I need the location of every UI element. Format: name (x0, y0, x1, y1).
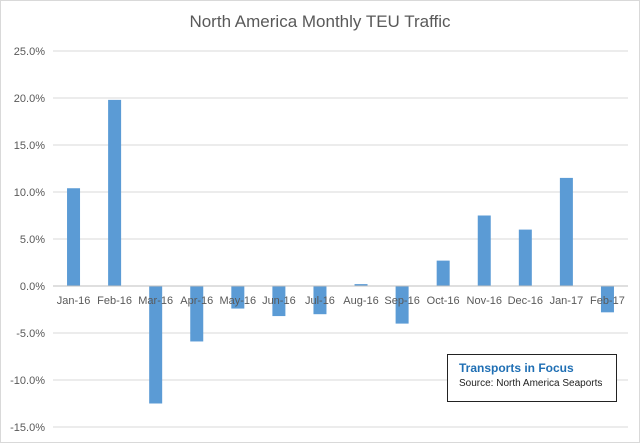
y-tick-label: 15.0% (14, 140, 45, 152)
y-tick-label: 10.0% (14, 187, 45, 199)
annotation-title: Transports in Focus (459, 361, 574, 375)
x-tick-label: Jul-16 (305, 295, 335, 307)
source-annotation-box: Transports in Focus Source: North Americ… (447, 354, 617, 402)
annotation-source: Source: North America Seaports (459, 378, 603, 389)
bar-feb-17 (600, 286, 614, 313)
bar-feb-16 (108, 99, 122, 286)
x-tick-label: Oct-16 (427, 295, 460, 307)
x-tick-label: Apr-16 (180, 295, 213, 307)
y-axis-ticks: 25.0% 20.0% 15.0% 10.0% 5.0% 0.0% -5.0% -10.0% -… (10, 46, 45, 434)
bar-series (67, 99, 614, 404)
x-tick-label: Feb-17 (590, 295, 625, 307)
y-tick-label: 20.0% (14, 93, 45, 105)
y-tick-label: -10.0% (10, 375, 45, 387)
bar-oct-16 (436, 260, 450, 286)
bar-may-16 (231, 286, 245, 309)
x-tick-label: Mar-16 (138, 295, 173, 307)
bar-mar-16 (149, 286, 163, 404)
x-tick-label: Aug-16 (343, 295, 378, 307)
bar-dec-16 (518, 229, 532, 286)
y-tick-label: -5.0% (16, 328, 45, 340)
chart-title: North America Monthly TEU Traffic (189, 12, 451, 31)
y-tick-label: 5.0% (20, 234, 45, 246)
y-tick-label: -15.0% (10, 422, 45, 434)
bar-jul-16 (313, 286, 327, 315)
x-tick-label: Jun-16 (262, 295, 296, 307)
x-tick-label: Jan-16 (57, 295, 91, 307)
x-tick-label: Sep-16 (384, 295, 419, 307)
bar-sep-16 (395, 286, 409, 324)
bar-jan-17 (559, 177, 573, 286)
x-tick-label: Nov-16 (467, 295, 502, 307)
x-tick-label: Dec-16 (508, 295, 543, 307)
bar-apr-16 (190, 286, 204, 342)
x-axis-ticks: Jan-16 Feb-16 Mar-16 Apr-16 May-16 Jun-16 Jul-… (57, 295, 625, 307)
bar-aug-16 (354, 284, 368, 286)
bar-jun-16 (272, 286, 286, 317)
x-tick-label: Feb-16 (97, 295, 132, 307)
y-tick-label: 25.0% (14, 46, 45, 58)
x-tick-label: Jan-17 (550, 295, 584, 307)
y-tick-label: 0.0% (20, 281, 45, 293)
x-tick-label: May-16 (219, 295, 256, 307)
bar-nov-16 (477, 215, 491, 286)
bar-jan-16 (67, 188, 81, 286)
